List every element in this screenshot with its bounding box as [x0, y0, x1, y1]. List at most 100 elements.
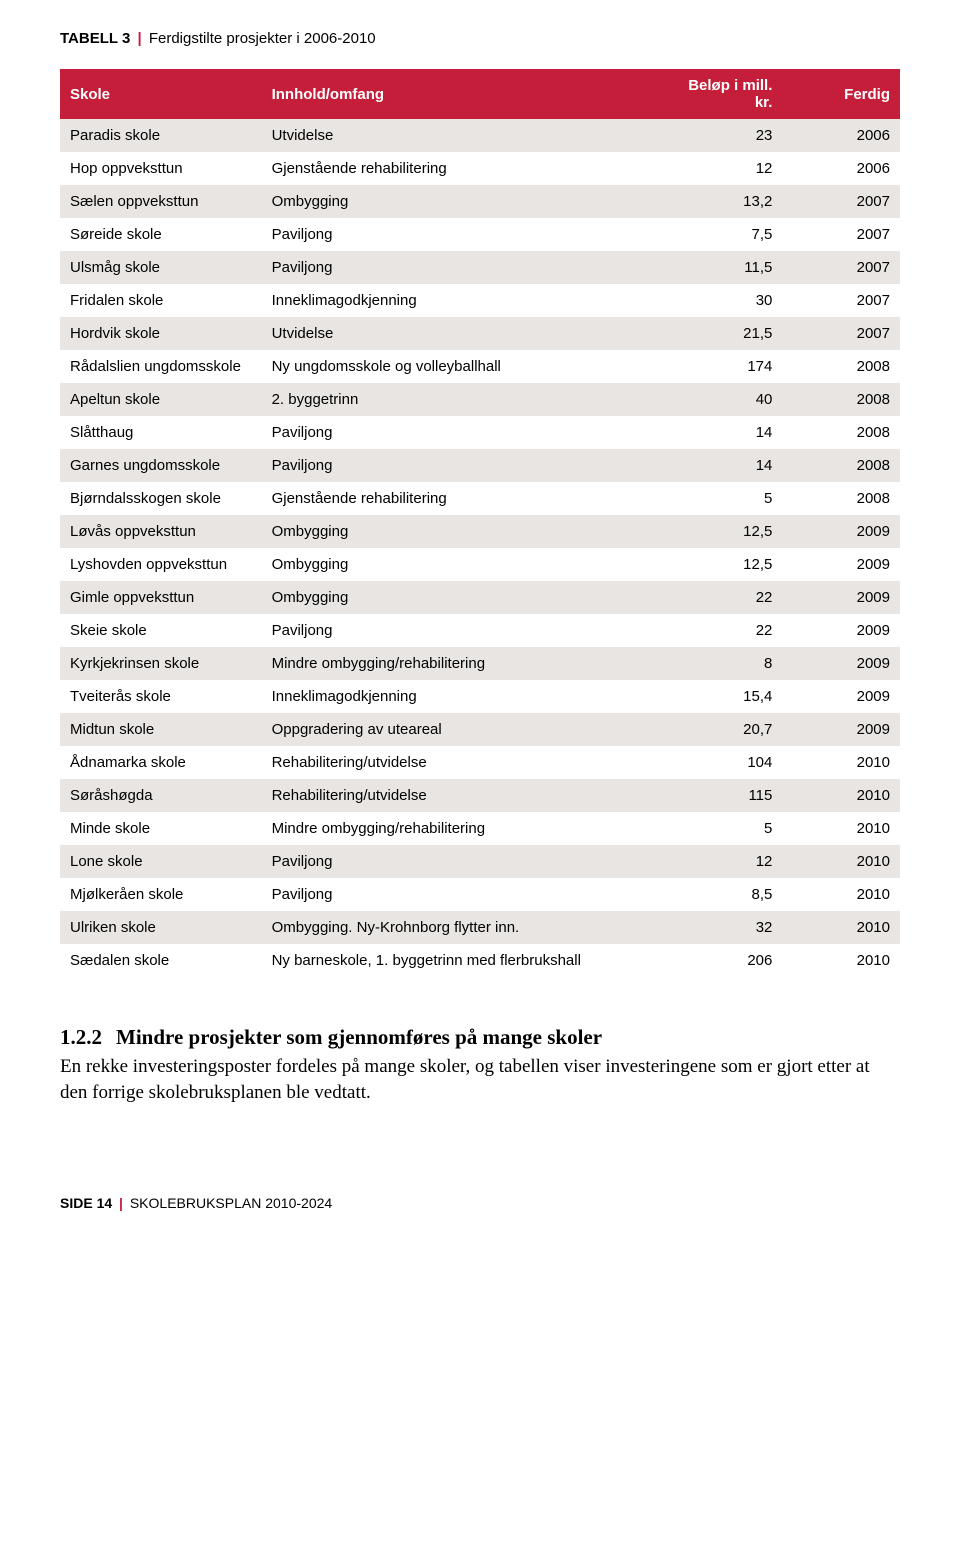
cell-skole: Paradis skole	[60, 119, 262, 152]
cell-belop: 11,5	[665, 251, 783, 284]
cell-skole: Sælen oppveksttun	[60, 185, 262, 218]
cell-skole: Søråshøgda	[60, 779, 262, 812]
cell-innhold: 2. byggetrinn	[262, 383, 665, 416]
cell-skole: Lyshovden oppveksttun	[60, 548, 262, 581]
page-footer: SIDE 14 | SKOLEBRUKSPLAN 2010-2024	[60, 1195, 900, 1211]
cell-belop: 40	[665, 383, 783, 416]
cell-skole: Sædalen skole	[60, 944, 262, 977]
cell-innhold: Mindre ombygging/rehabilitering	[262, 812, 665, 845]
cell-belop: 22	[665, 581, 783, 614]
cell-belop: 174	[665, 350, 783, 383]
section-title: Mindre prosjekter som gjennomføres på ma…	[116, 1025, 602, 1049]
table-row: Sælen oppveksttunOmbygging13,22007	[60, 185, 900, 218]
cell-ferdig: 2010	[782, 944, 900, 977]
cell-ferdig: 2009	[782, 713, 900, 746]
cell-belop: 12,5	[665, 548, 783, 581]
cell-skole: Ulriken skole	[60, 911, 262, 944]
cell-ferdig: 2007	[782, 251, 900, 284]
table-row: Skeie skolePaviljong222009	[60, 614, 900, 647]
cell-skole: Kyrkjekrinsen skole	[60, 647, 262, 680]
cell-innhold: Ombygging	[262, 185, 665, 218]
table-row: Søreide skolePaviljong7,52007	[60, 218, 900, 251]
cell-skole: Slåtthaug	[60, 416, 262, 449]
cell-belop: 5	[665, 482, 783, 515]
cell-ferdig: 2008	[782, 416, 900, 449]
cell-ferdig: 2008	[782, 383, 900, 416]
cell-innhold: Paviljong	[262, 218, 665, 251]
cell-innhold: Paviljong	[262, 614, 665, 647]
cell-skole: Skeie skole	[60, 614, 262, 647]
cell-belop: 115	[665, 779, 783, 812]
cell-belop: 14	[665, 416, 783, 449]
header-innhold: Innhold/omfang	[262, 69, 665, 119]
table-body: Paradis skoleUtvidelse232006Hop oppvekst…	[60, 119, 900, 977]
cell-ferdig: 2010	[782, 845, 900, 878]
cell-innhold: Utvidelse	[262, 317, 665, 350]
cell-belop: 5	[665, 812, 783, 845]
cell-ferdig: 2010	[782, 746, 900, 779]
table-row: Rådalslien ungdomsskoleNy ungdomsskole o…	[60, 350, 900, 383]
table-title-desc: Ferdigstilte prosjekter i 2006-2010	[149, 30, 376, 47]
cell-ferdig: 2008	[782, 350, 900, 383]
table-row: Hop oppveksttunGjenstående rehabiliterin…	[60, 152, 900, 185]
header-ferdig: Ferdig	[782, 69, 900, 119]
table-row: Ådnamarka skoleRehabilitering/utvidelse1…	[60, 746, 900, 779]
cell-innhold: Inneklimagodkjenning	[262, 284, 665, 317]
cell-ferdig: 2009	[782, 515, 900, 548]
cell-innhold: Inneklimagodkjenning	[262, 680, 665, 713]
table-row: SlåtthaugPaviljong142008	[60, 416, 900, 449]
table-row: Apeltun skole2. byggetrinn402008	[60, 383, 900, 416]
cell-belop: 13,2	[665, 185, 783, 218]
cell-skole: Løvås oppveksttun	[60, 515, 262, 548]
table-row: Løvås oppveksttunOmbygging12,52009	[60, 515, 900, 548]
footer-page: SIDE 14	[60, 1195, 112, 1211]
cell-ferdig: 2007	[782, 185, 900, 218]
table-title-separator: |	[137, 30, 141, 47]
cell-belop: 30	[665, 284, 783, 317]
table-row: Hordvik skoleUtvidelse21,52007	[60, 317, 900, 350]
cell-belop: 20,7	[665, 713, 783, 746]
footer-separator: |	[119, 1195, 123, 1211]
cell-belop: 23	[665, 119, 783, 152]
cell-innhold: Paviljong	[262, 251, 665, 284]
cell-skole: Fridalen skole	[60, 284, 262, 317]
cell-innhold: Ombygging	[262, 581, 665, 614]
table-row: Bjørndalsskogen skoleGjenstående rehabil…	[60, 482, 900, 515]
cell-belop: 12,5	[665, 515, 783, 548]
cell-innhold: Ny ungdomsskole og volleyballhall	[262, 350, 665, 383]
cell-skole: Søreide skole	[60, 218, 262, 251]
cell-ferdig: 2010	[782, 779, 900, 812]
table-row: Sædalen skoleNy barneskole, 1. byggetrin…	[60, 944, 900, 977]
cell-belop: 22	[665, 614, 783, 647]
cell-innhold: Ny barneskole, 1. byggetrinn med flerbru…	[262, 944, 665, 977]
cell-belop: 12	[665, 152, 783, 185]
table-row: Ulsmåg skolePaviljong11,52007	[60, 251, 900, 284]
cell-innhold: Rehabilitering/utvidelse	[262, 779, 665, 812]
cell-innhold: Paviljong	[262, 449, 665, 482]
cell-skole: Apeltun skole	[60, 383, 262, 416]
cell-belop: 206	[665, 944, 783, 977]
cell-ferdig: 2008	[782, 482, 900, 515]
table-row: Minde skoleMindre ombygging/rehabiliteri…	[60, 812, 900, 845]
cell-skole: Gimle oppveksttun	[60, 581, 262, 614]
cell-belop: 7,5	[665, 218, 783, 251]
table-row: Lyshovden oppveksttunOmbygging12,52009	[60, 548, 900, 581]
cell-skole: Tveiterås skole	[60, 680, 262, 713]
cell-belop: 104	[665, 746, 783, 779]
cell-ferdig: 2009	[782, 680, 900, 713]
cell-belop: 32	[665, 911, 783, 944]
footer-doc: SKOLEBRUKSPLAN 2010-2024	[130, 1195, 332, 1211]
cell-skole: Minde skole	[60, 812, 262, 845]
table-header-row: Skole Innhold/omfang Beløp i mill. kr. F…	[60, 69, 900, 119]
cell-skole: Garnes ungdomsskole	[60, 449, 262, 482]
cell-skole: Ådnamarka skole	[60, 746, 262, 779]
cell-innhold: Rehabilitering/utvidelse	[262, 746, 665, 779]
cell-skole: Midtun skole	[60, 713, 262, 746]
cell-ferdig: 2009	[782, 581, 900, 614]
table-row: Midtun skoleOppgradering av uteareal20,7…	[60, 713, 900, 746]
table-row: Paradis skoleUtvidelse232006	[60, 119, 900, 152]
cell-ferdig: 2009	[782, 614, 900, 647]
header-skole: Skole	[60, 69, 262, 119]
cell-ferdig: 2007	[782, 218, 900, 251]
cell-belop: 12	[665, 845, 783, 878]
